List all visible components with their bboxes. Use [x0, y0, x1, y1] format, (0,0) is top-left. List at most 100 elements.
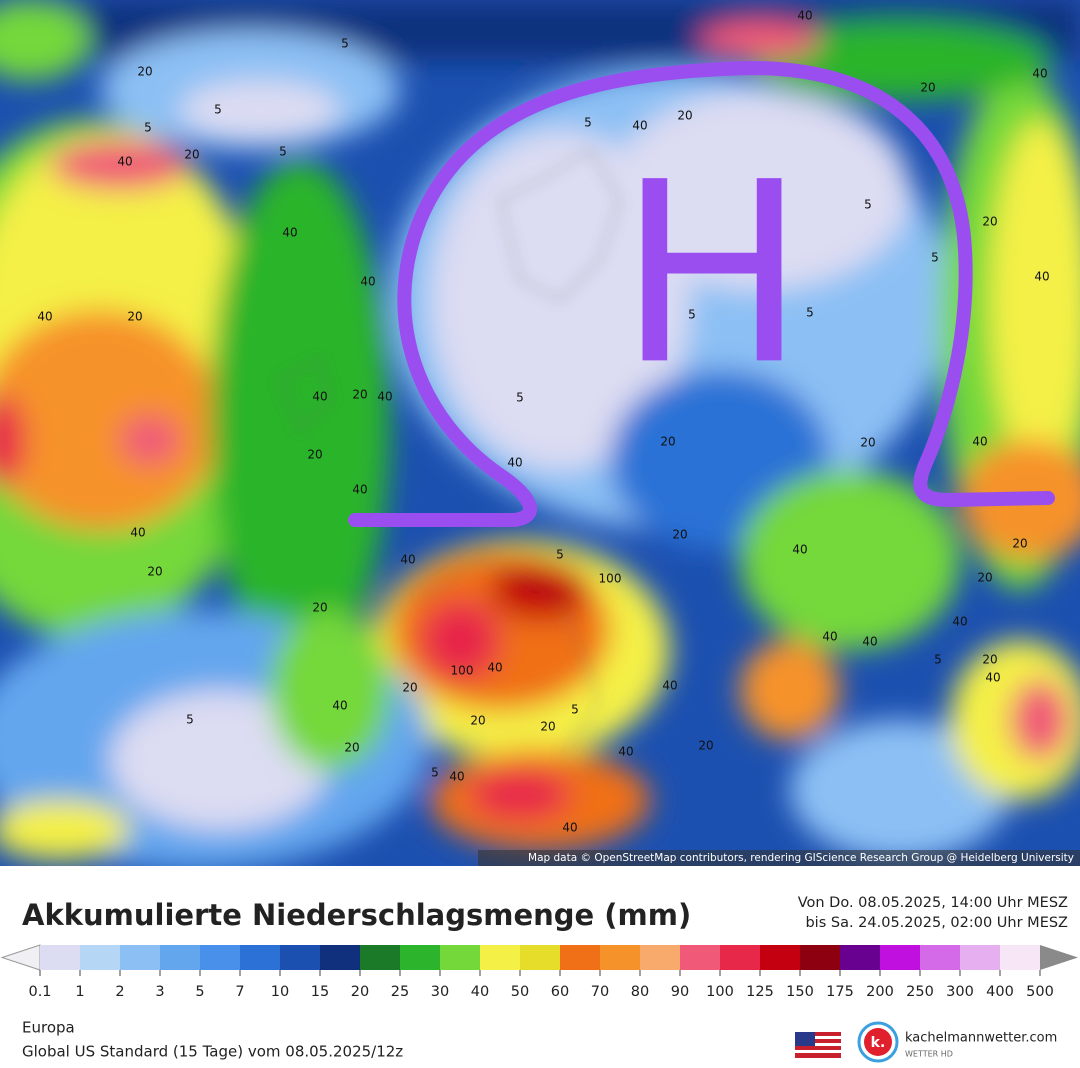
- scale-cell: [320, 945, 360, 970]
- contour-label: 40: [449, 770, 464, 784]
- scale-cell: [760, 945, 800, 970]
- contour-label: 40: [507, 456, 522, 470]
- contour-label: 20: [677, 109, 692, 123]
- contour-label: 5: [688, 308, 696, 322]
- scale-tick-label: 300: [946, 984, 974, 1000]
- scale-cell: [80, 945, 120, 970]
- scale-tick-label: 175: [826, 984, 854, 1000]
- logo-disc: [864, 1028, 892, 1056]
- scale-tick-label: 10: [271, 984, 289, 1000]
- scale-cell: [480, 945, 520, 970]
- scale-cell: [360, 945, 400, 970]
- scale-tick-label: 125: [746, 984, 774, 1000]
- precipitation-map: 40 5 20 5 5 20 40 5 40 20 20 40 40 40 40 20 20 40 40 5 5 5 20 4…: [0, 0, 1080, 866]
- contour-label: 20: [127, 310, 142, 324]
- scale-tick-label: 150: [786, 984, 814, 1000]
- contour-label: 100: [451, 664, 474, 678]
- attribution-bg: [478, 850, 1080, 866]
- scale-tick-label: 7: [235, 984, 244, 1000]
- contour-label: 20: [470, 714, 485, 728]
- scale-cell: [200, 945, 240, 970]
- contour-label: 20: [344, 741, 359, 755]
- scale-tick-label: 80: [631, 984, 649, 1000]
- scale-tick-label: 100: [706, 984, 734, 1000]
- scale-tick-label: 5: [195, 984, 204, 1000]
- contour-label: 40: [1034, 270, 1049, 284]
- contour-label: 40: [117, 155, 132, 169]
- contour-label: 5: [516, 391, 524, 405]
- scale-cell: [840, 945, 880, 970]
- period-end: bis Sa. 24.05.2025, 02:00 Uhr MESZ: [805, 915, 1068, 931]
- contour-label: 20: [184, 148, 199, 162]
- contour-label: 40: [360, 275, 375, 289]
- contour-label: 40: [972, 435, 987, 449]
- contour-label: 40: [618, 745, 633, 759]
- contour-label: 40: [400, 553, 415, 567]
- contour-label: 5: [864, 198, 872, 212]
- contour-label: 20: [402, 681, 417, 695]
- scale-tick-label: 40: [471, 984, 489, 1000]
- scale-tick-label: 3: [155, 984, 164, 1000]
- scale-tick-label: 0.1: [28, 984, 51, 1000]
- contour-label: 20: [147, 565, 162, 579]
- contour-label: 20: [312, 601, 327, 615]
- contour-label: 40: [985, 671, 1000, 685]
- contour-label: 20: [698, 739, 713, 753]
- contour-label: 5: [341, 37, 349, 51]
- contour-label: 20: [352, 388, 367, 402]
- contour-label: 20: [982, 653, 997, 667]
- scale-cell: [240, 945, 280, 970]
- contour-label: 40: [792, 543, 807, 557]
- scale-cell: [400, 945, 440, 970]
- scale-tick-label: 500: [1026, 984, 1054, 1000]
- contour-label: 40: [332, 699, 347, 713]
- omega-block-outline: [348, 61, 1055, 527]
- scale-tick-label: 30: [431, 984, 449, 1000]
- scale-tick-label: 250: [906, 984, 934, 1000]
- contour-label: 40: [130, 526, 145, 540]
- color-scale: 0.1 1 2 3 5 7 10 15 20 25 30 40 50 60 70 80 90 100 125 150 1…: [0, 944, 1078, 1000]
- scale-tick-label: 60: [551, 984, 569, 1000]
- scale-tick-label: 400: [986, 984, 1014, 1000]
- contour-label: 20: [920, 81, 935, 95]
- contour-label: 5: [934, 653, 942, 667]
- scale-tick-label: 200: [866, 984, 894, 1000]
- scale-cell: [120, 945, 160, 970]
- period-start: Von Do. 08.05.2025, 14:00 Uhr MESZ: [798, 895, 1068, 911]
- us-flag: [795, 1032, 841, 1058]
- attribution: Map data © OpenStreetMap contributors, r…: [528, 852, 1074, 864]
- contour-label: 40: [562, 821, 577, 835]
- contour-label: 40: [632, 119, 647, 133]
- logo-mark: k.: [871, 1035, 886, 1051]
- contour-label: 5: [806, 306, 814, 320]
- contour-label: 5: [144, 121, 152, 135]
- contour-label: 40: [797, 9, 812, 23]
- scale-cell: [720, 945, 760, 970]
- scale-cell: [880, 945, 920, 970]
- scale-tick-label: 50: [511, 984, 529, 1000]
- contour-label: 40: [952, 615, 967, 629]
- contour-label: 40: [862, 635, 877, 649]
- scale-cell: [640, 945, 680, 970]
- model-run: Global US Standard (15 Tage) vom 08.05.2…: [22, 1043, 403, 1061]
- region: Europa: [22, 1019, 75, 1037]
- contour-label: 20: [307, 448, 322, 462]
- contour-label: 20: [672, 528, 687, 542]
- contour-label: 20: [977, 571, 992, 585]
- scale-cell: [920, 945, 960, 970]
- contour-label: 5: [431, 766, 439, 780]
- brand-tagline: WETTER HD: [905, 1050, 953, 1059]
- scale-cell: [280, 945, 320, 970]
- scale-cell: [680, 945, 720, 970]
- contour-label: 20: [1012, 537, 1027, 551]
- contour-label: 5: [556, 548, 564, 562]
- contour-label: 20: [540, 720, 555, 734]
- contour-label: 40: [37, 310, 52, 324]
- contour-label: 5: [214, 103, 222, 117]
- scale-cell: [600, 945, 640, 970]
- scale-tick-label: 25: [391, 984, 409, 1000]
- scale-cell: [560, 945, 600, 970]
- scale-tick-label: 70: [591, 984, 609, 1000]
- scale-cell: [160, 945, 200, 970]
